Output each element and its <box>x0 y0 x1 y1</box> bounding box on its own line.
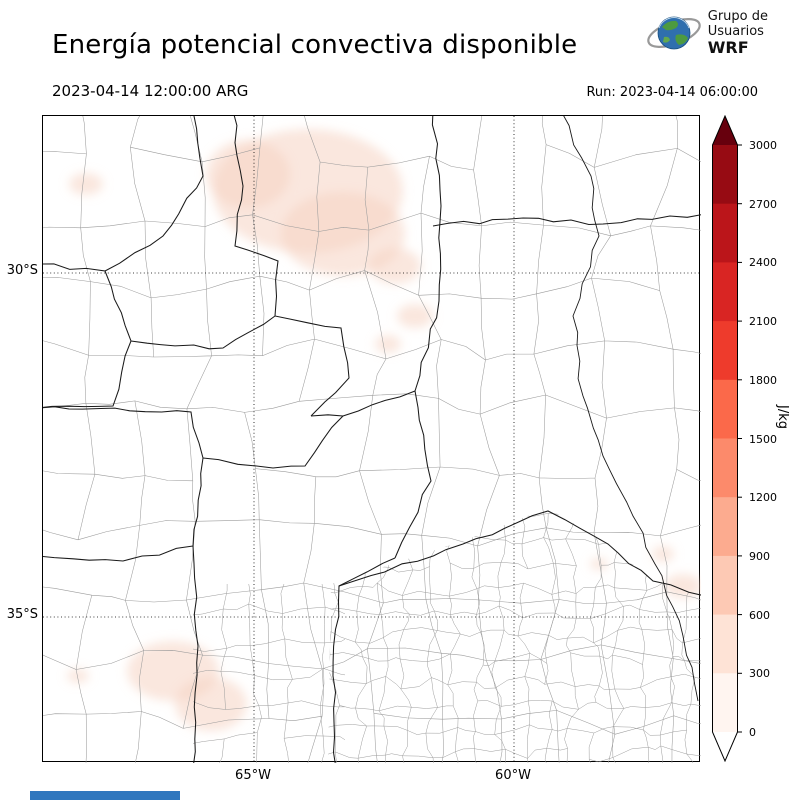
globe-icon <box>647 16 701 50</box>
lat-tick-30s: 30°S <box>6 263 38 278</box>
department-boundaries-medium <box>193 584 345 763</box>
logo-text-wrf: WRF <box>707 38 749 57</box>
colorbar-segment <box>712 497 738 557</box>
colorbar-under-arrow <box>712 732 738 761</box>
run-time-label: Run: 2023-04-14 06:00:00 <box>586 85 758 100</box>
colorbar-segment <box>712 379 738 439</box>
valid-time-label: 2023-04-14 12:00:00 ARG <box>52 82 249 100</box>
colorbar-segment <box>712 614 738 674</box>
colorbar-segment <box>712 321 738 381</box>
colorbar-tick-label: 300 <box>749 667 770 681</box>
province-boundaries <box>43 116 701 763</box>
lon-tick-60w: 60°W <box>495 768 531 783</box>
wrf-logo: Grupo de Usuarios WRF <box>645 8 768 58</box>
lat-tick-35s: 35°S <box>6 607 38 622</box>
colorbar: 3000 2700 2400 2100 1800 1500 1200 900 600 300 0 <box>712 114 800 775</box>
colorbar-tick-label: 3000 <box>749 139 777 152</box>
colorbar-segment <box>712 203 738 263</box>
river-line <box>563 116 699 702</box>
colorbar-tick-label: 900 <box>749 549 770 563</box>
colorbar-tick-label: 600 <box>749 608 770 622</box>
colorbar-tick-label: 0 <box>749 726 756 739</box>
colorbar-segment <box>712 438 738 498</box>
logo-text-line2: Usuarios <box>707 24 764 39</box>
footer-bar <box>30 791 180 800</box>
colorbar-bar <box>712 114 742 763</box>
page-title: Energía potencial convectiva disponible <box>52 30 578 60</box>
colorbar-tick-label: 1500 <box>749 432 777 446</box>
colorbar-segment <box>712 145 738 205</box>
colorbar-segment <box>712 262 738 322</box>
department-boundaries <box>43 116 701 763</box>
map-frame <box>42 115 701 763</box>
colorbar-tick-label: 2700 <box>749 197 777 211</box>
map-canvas <box>43 116 701 763</box>
colorbar-unit-label: J/kg <box>775 405 790 429</box>
colorbar-tick-label: 1200 <box>749 491 777 505</box>
colorbar-segment <box>712 555 738 615</box>
lon-tick-65w: 65°W <box>235 768 271 783</box>
colorbar-segment <box>712 673 738 733</box>
colorbar-tick-label: 1800 <box>749 373 777 387</box>
colorbar-tick-label: 2400 <box>749 256 777 270</box>
colorbar-over-arrow <box>712 116 738 145</box>
department-boundaries-dense <box>328 508 701 763</box>
colorbar-tick-label: 2100 <box>749 315 777 329</box>
logo-text-line1: Grupo de <box>707 9 768 24</box>
cape-shading <box>67 129 701 731</box>
